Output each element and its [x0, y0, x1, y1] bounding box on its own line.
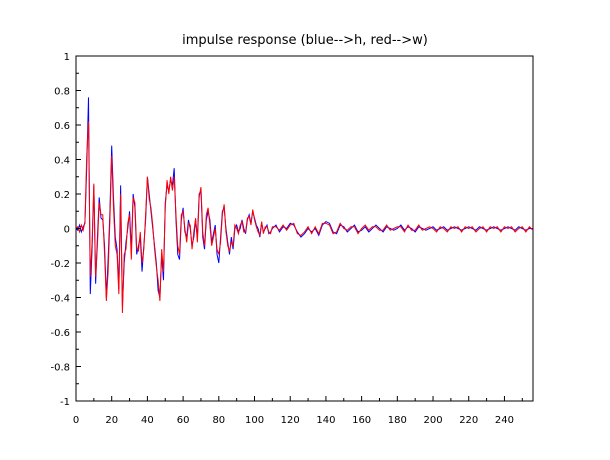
y-tick-label: 0.6: [54, 121, 70, 132]
y-tick-label: -0.8: [50, 363, 70, 374]
x-tick-label: 120: [281, 415, 300, 426]
x-tick-label: 160: [352, 415, 371, 426]
x-tick-label: 200: [423, 415, 442, 426]
y-tick-label: -1: [60, 397, 70, 408]
plot-area: [75, 55, 534, 402]
y-tick-label: 0.4: [54, 156, 70, 167]
x-tick-label: 180: [388, 415, 407, 426]
x-tick-label: 100: [245, 415, 264, 426]
x-tick-label: 40: [141, 415, 154, 426]
y-tick-label: 0: [64, 225, 70, 236]
y-tick-label: 0.2: [54, 190, 70, 201]
x-tick-label: 20: [105, 415, 118, 426]
x-tick-label: 0: [73, 415, 79, 426]
y-tick-label: -0.6: [50, 328, 70, 339]
y-tick-label: 1: [64, 52, 70, 63]
x-tick-label: 220: [459, 415, 478, 426]
x-tick-label: 140: [316, 415, 335, 426]
y-tick-label: -0.4: [50, 294, 70, 305]
x-tick-label: 80: [212, 415, 225, 426]
series-layer: [75, 97, 534, 314]
y-tick-label: 0.8: [54, 87, 70, 98]
series-line-2: [75, 121, 534, 314]
axes-layer: 0 20 40 60 80 100 120 140 160 180 200 220 240 -1 -0.8 -…: [50, 52, 523, 426]
x-tick-label: 60: [177, 415, 190, 426]
x-tick-label: 240: [495, 415, 514, 426]
y-tick-label: -0.2: [50, 259, 70, 270]
chart-title: impulse response (blue-->h, red-->w): [182, 33, 428, 48]
